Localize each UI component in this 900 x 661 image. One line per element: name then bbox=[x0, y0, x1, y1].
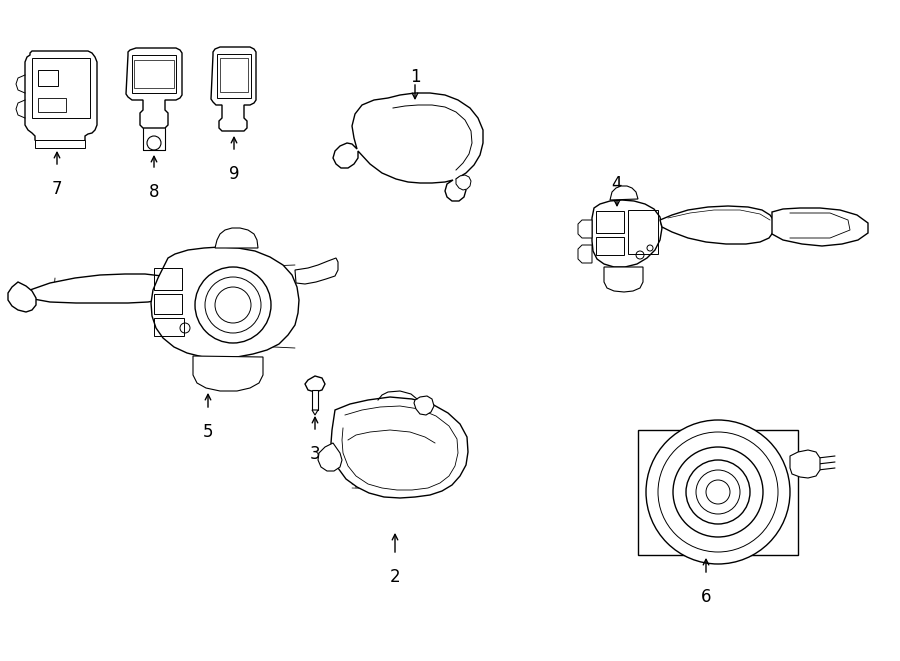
Polygon shape bbox=[318, 443, 342, 471]
Polygon shape bbox=[35, 140, 85, 148]
Polygon shape bbox=[456, 175, 471, 190]
Bar bbox=[154, 294, 182, 314]
Polygon shape bbox=[604, 267, 643, 292]
Text: 7: 7 bbox=[52, 180, 62, 198]
Polygon shape bbox=[8, 282, 36, 312]
Text: 9: 9 bbox=[229, 165, 239, 183]
Text: 3: 3 bbox=[310, 445, 320, 463]
Circle shape bbox=[646, 420, 790, 564]
Bar bbox=[154, 268, 182, 290]
Bar bbox=[32, 58, 90, 118]
Polygon shape bbox=[772, 208, 868, 246]
Text: 1: 1 bbox=[410, 68, 420, 86]
Bar bbox=[132, 55, 176, 93]
Bar bbox=[154, 318, 184, 336]
Polygon shape bbox=[638, 430, 798, 555]
Circle shape bbox=[195, 267, 271, 343]
Text: 5: 5 bbox=[202, 423, 213, 441]
Polygon shape bbox=[592, 200, 662, 267]
Polygon shape bbox=[578, 245, 592, 263]
Polygon shape bbox=[331, 397, 468, 498]
Bar bbox=[628, 210, 658, 254]
Polygon shape bbox=[126, 48, 182, 128]
Circle shape bbox=[673, 447, 763, 537]
Polygon shape bbox=[312, 390, 318, 410]
Circle shape bbox=[686, 460, 750, 524]
Polygon shape bbox=[414, 396, 434, 415]
Polygon shape bbox=[193, 356, 263, 391]
Bar bbox=[596, 211, 624, 233]
Text: 8: 8 bbox=[148, 183, 159, 201]
Bar bbox=[220, 58, 248, 92]
Polygon shape bbox=[333, 93, 483, 201]
Bar bbox=[38, 70, 58, 86]
Bar bbox=[217, 54, 251, 98]
Polygon shape bbox=[790, 450, 820, 478]
Polygon shape bbox=[211, 47, 256, 131]
Text: 2: 2 bbox=[390, 568, 400, 586]
Polygon shape bbox=[660, 206, 775, 244]
Circle shape bbox=[706, 480, 730, 504]
Polygon shape bbox=[295, 258, 338, 284]
Bar bbox=[596, 237, 624, 255]
Polygon shape bbox=[151, 247, 299, 358]
Polygon shape bbox=[28, 274, 172, 303]
Polygon shape bbox=[578, 220, 592, 238]
Polygon shape bbox=[305, 376, 325, 392]
Bar bbox=[134, 60, 174, 88]
Polygon shape bbox=[610, 186, 638, 200]
Polygon shape bbox=[215, 228, 258, 248]
Polygon shape bbox=[312, 410, 318, 415]
Bar bbox=[38, 98, 66, 112]
Text: 6: 6 bbox=[701, 588, 711, 606]
Text: 4: 4 bbox=[612, 175, 622, 193]
Polygon shape bbox=[25, 51, 97, 145]
